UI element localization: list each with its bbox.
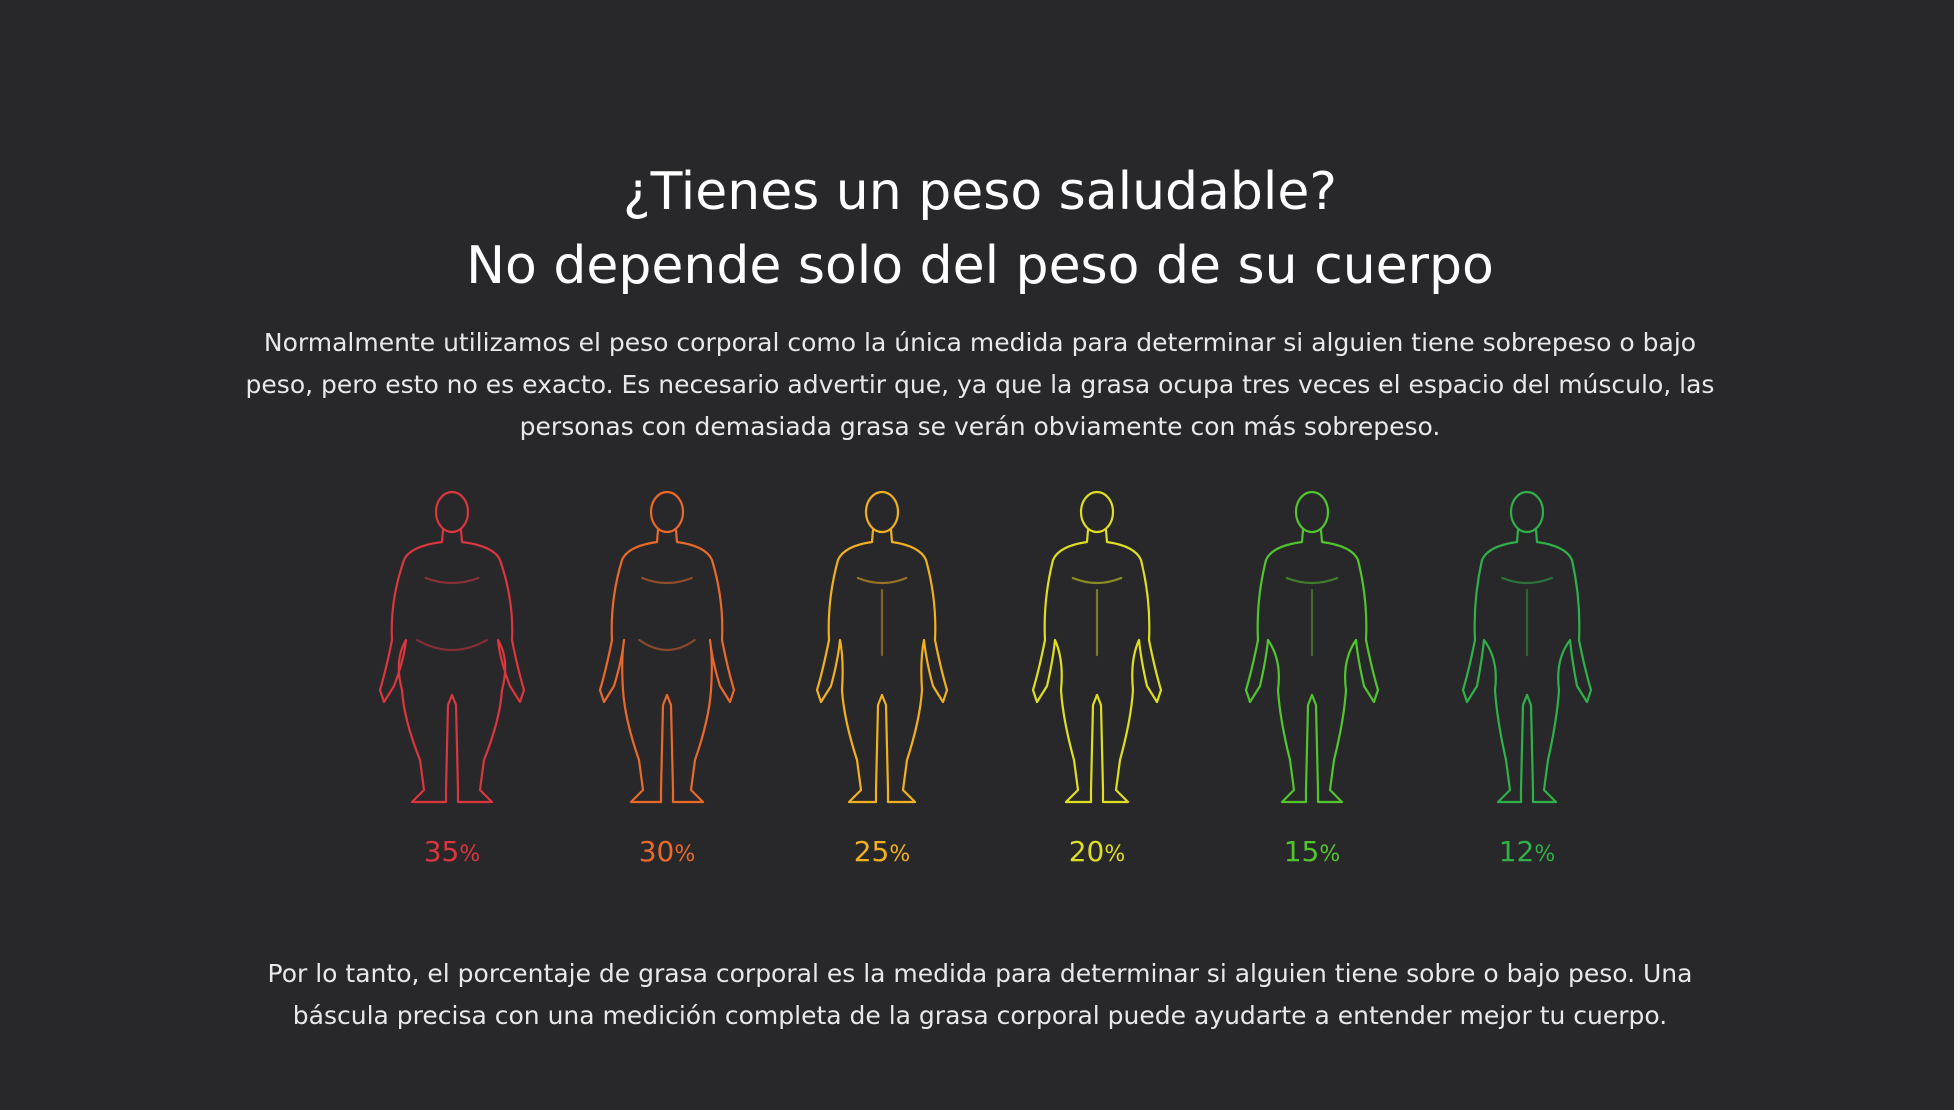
title-line-2: No depende solo del peso de su cuerpo	[466, 236, 1494, 296]
body-right-outline	[450, 528, 526, 804]
body-right-outline	[1095, 528, 1163, 804]
body-left-outline	[815, 528, 884, 804]
right-edge-strip	[1954, 0, 1960, 1110]
body-left-outline	[1244, 528, 1314, 804]
belly-line	[638, 638, 696, 652]
average-body-outline-icon	[815, 490, 949, 804]
title-line-1: ¿Tienes un peso saludable?	[623, 162, 1337, 222]
head-outline	[1509, 490, 1545, 534]
chest-line	[1071, 576, 1123, 585]
fit-body-outline-icon	[1031, 490, 1163, 804]
head-outline	[1079, 490, 1115, 534]
body-figure-12: 12%	[1427, 490, 1627, 870]
intro-paragraph: Normalmente utilizamos el peso corporal …	[245, 328, 1715, 441]
body-fat-percentage: 20%	[1068, 835, 1126, 868]
page-title: ¿Tienes un peso saludable? No depende so…	[0, 155, 1960, 303]
body-right-outline	[1310, 528, 1380, 804]
body-figure-30: 30%	[567, 490, 767, 870]
body-left-outline	[1031, 528, 1099, 804]
body-right-outline	[665, 528, 736, 804]
body-fat-figures: 35% 30% 25% 20% 15% 12%	[0, 490, 1960, 880]
chest-line	[1501, 576, 1553, 585]
body-figure-15: 15%	[1212, 490, 1412, 870]
chest-line	[1285, 576, 1339, 585]
chest-line	[424, 576, 480, 585]
lean-body-outline-icon	[1461, 490, 1593, 804]
obese-body-outline-icon	[378, 490, 526, 804]
body-figure-35: 35%	[352, 490, 552, 870]
body-figure-25: 25%	[782, 490, 982, 870]
head-outline	[1294, 490, 1330, 534]
overweight-body-outline-icon	[598, 490, 736, 804]
body-left-outline	[378, 528, 454, 804]
chest-line	[856, 576, 908, 585]
head-outline	[864, 490, 900, 534]
conclusion-paragraph: Por lo tanto, el porcentaje de grasa cor…	[267, 959, 1693, 1030]
head-outline	[434, 490, 470, 534]
body-left-outline	[598, 528, 669, 804]
chest-line	[641, 576, 693, 585]
body-fat-percentage: 15%	[1283, 835, 1341, 868]
body-fat-percentage: 25%	[853, 835, 911, 868]
athletic-body-outline-icon	[1244, 490, 1380, 804]
body-figure-20: 20%	[997, 490, 1197, 870]
body-fat-percentage: 12%	[1498, 835, 1556, 868]
body-fat-percentage: 30%	[638, 835, 696, 868]
head-outline	[649, 490, 685, 534]
body-fat-percentage: 35%	[423, 835, 481, 868]
body-left-outline	[1461, 528, 1529, 804]
body-right-outline	[1525, 528, 1593, 804]
belly-line	[416, 638, 488, 651]
body-right-outline	[880, 528, 949, 804]
